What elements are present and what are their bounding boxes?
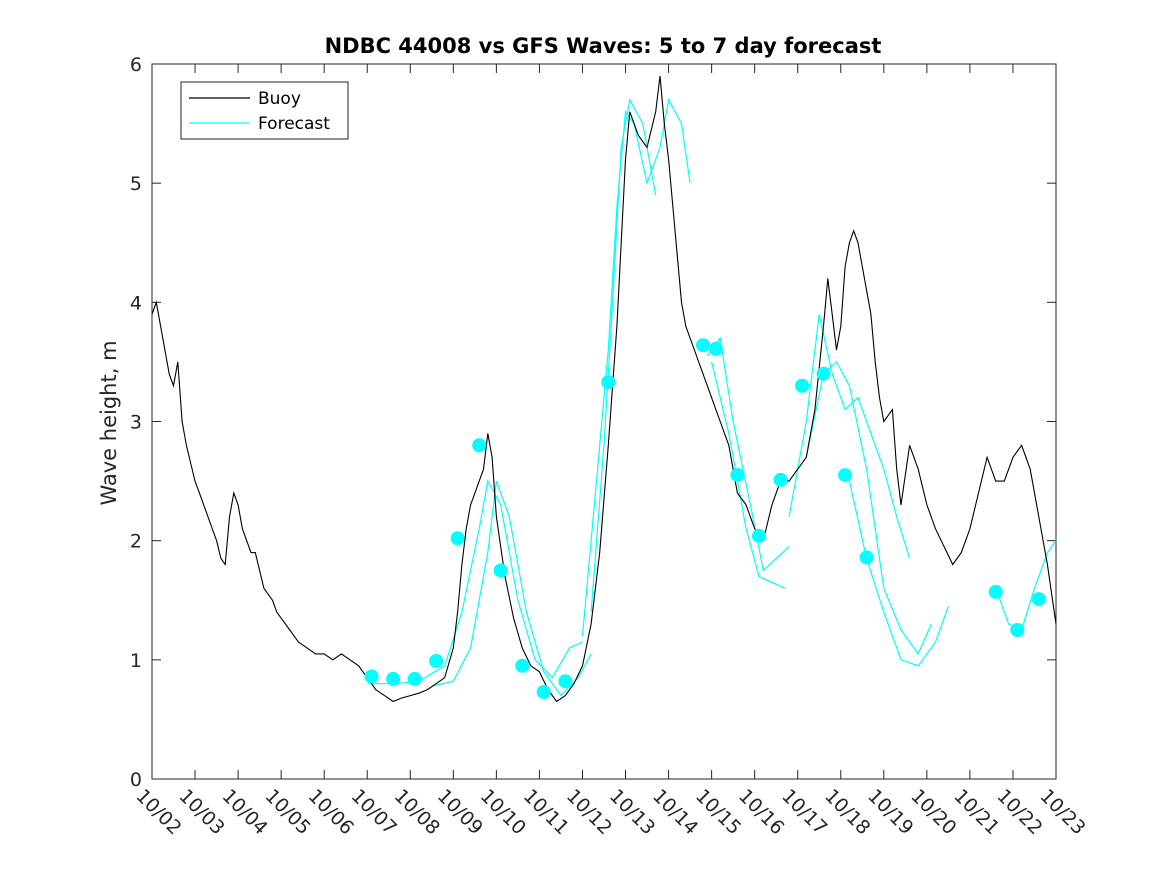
forecast-point (429, 654, 444, 668)
legend-buoy-label: Buoy (258, 89, 301, 109)
forecast-point (1010, 623, 1025, 637)
forecast-point (1031, 592, 1046, 607)
forecast-point (558, 674, 573, 689)
forecast-point (773, 472, 788, 487)
forecast-point (450, 531, 465, 546)
y-tick-label: 6 (130, 54, 142, 76)
y-axis-label: Wave height, m (97, 340, 121, 505)
forecast-point (795, 378, 809, 393)
forecast-point (708, 341, 723, 356)
chart-title: NDBC 44008 vs GFS Waves: 5 to 7 day fore… (325, 34, 882, 58)
y-axis: 0 1 2 3 4 5 6 (130, 54, 1056, 791)
forecast-line (590, 98, 657, 613)
y-tick-label: 2 (130, 531, 142, 553)
forecast-line (711, 361, 786, 589)
forecast-point (752, 528, 766, 543)
buoy-line (151, 75, 1057, 703)
legend: Buoy Forecast (180, 81, 349, 140)
forecast-point (988, 584, 1003, 599)
forecast-point (515, 658, 530, 673)
forecast-point (859, 550, 874, 565)
forecast-point (386, 671, 401, 686)
plot-frame (151, 63, 1057, 780)
plot-area (151, 63, 1057, 780)
series-layer (151, 75, 1057, 703)
forecast-point (493, 563, 508, 578)
forecast-point (472, 438, 487, 453)
legend-box (180, 81, 349, 140)
y-tick-label: 5 (130, 173, 142, 195)
forecast-point (816, 366, 831, 381)
forecast-line (995, 540, 1057, 631)
forecast-point (407, 671, 422, 686)
forecast-line (788, 314, 911, 559)
y-tick-label: 3 (130, 412, 142, 434)
forecast-point (838, 468, 853, 483)
forecast-line (706, 336, 790, 572)
y-tick-label: 4 (130, 292, 142, 314)
forecast-point (730, 468, 745, 483)
forecast-point (364, 669, 379, 684)
y-tick-label: 0 (130, 769, 142, 791)
forecast-line (431, 480, 592, 697)
y-tick-label: 1 (130, 650, 142, 672)
forecast-point (536, 685, 551, 699)
forecast-point (696, 338, 710, 353)
legend-forecast-label: Forecast (258, 114, 330, 134)
forecast-point (601, 375, 616, 390)
